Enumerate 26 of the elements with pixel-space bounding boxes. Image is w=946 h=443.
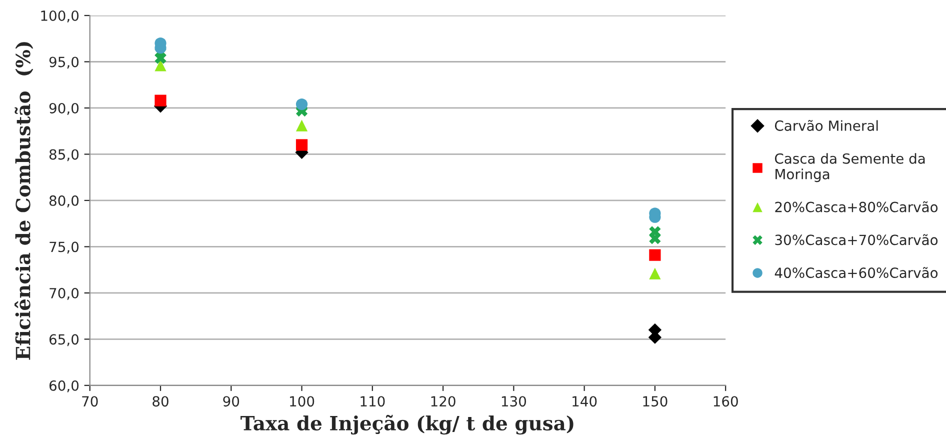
x-tick-label: 140 [572,396,597,407]
y-tick-label: 80,0 [49,195,79,208]
x-tick-label: 160 [714,396,738,407]
legend-label: Carvão Mineral [774,120,878,131]
x-tick-label: 110 [360,396,385,407]
x-tick-label: 70 [82,396,98,407]
y-tick-label: 85,0 [49,149,79,162]
y-tick-label: 90,0 [49,102,79,115]
legend-label: 30%Casca+70%Carvão [775,234,938,246]
x-tick-label: 150 [643,396,668,407]
y-tick-label: 95,0 [49,56,79,69]
x-axis-title: Taxa de Injeção (kg/ t de gusa) [240,414,574,435]
y-tick-label: 70,0 [50,288,79,300]
legend-label: Casca da Semente da Moringa [774,153,925,182]
x-tick-label: 90 [223,396,240,407]
y-tick-label: 75,0 [50,242,79,254]
y-tick-label: 60,0 [50,380,79,392]
x-tick-label: 120 [431,396,456,407]
x-tick-label: 130 [502,396,526,407]
y-axis-title: Eficiência de Combustão (%) [14,42,34,360]
x-tick-label: 80 [152,396,168,407]
legend-label: 40%Casca+60%Carvão [774,267,938,278]
y-tick-label: 65,0 [50,334,79,346]
y-tick-label: 100,0 [41,10,79,22]
legend-label: 20%Casca+80%Carvão [775,201,938,212]
x-tick-label: 100 [290,396,314,407]
